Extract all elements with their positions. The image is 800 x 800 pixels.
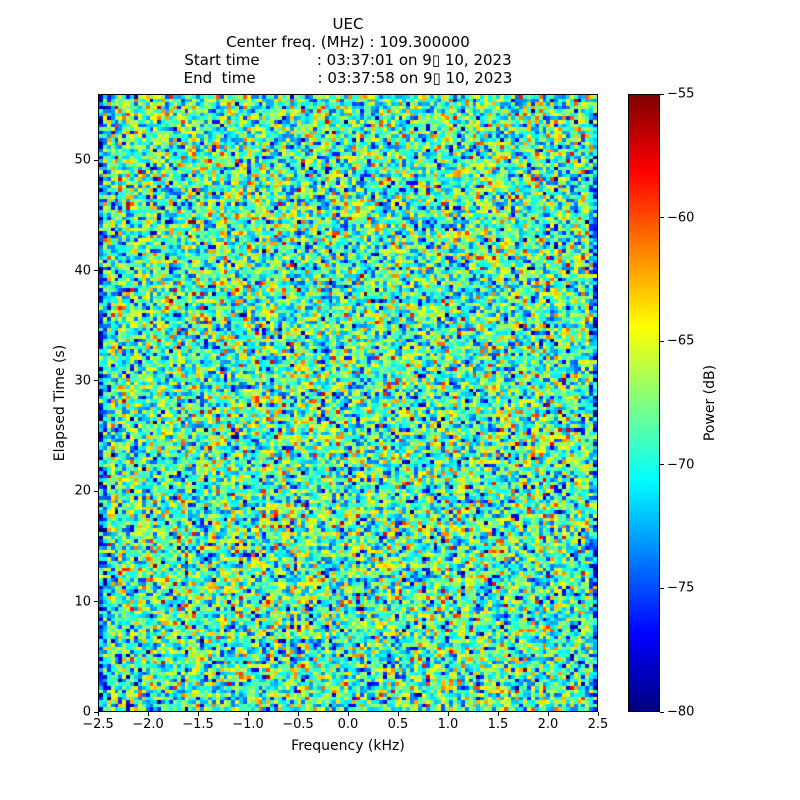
title-line-main: UEC — [332, 15, 364, 33]
y-tick-mark — [94, 601, 98, 603]
x-tick-mark — [97, 712, 99, 716]
colorbar-tick-mark — [660, 587, 664, 589]
colorbar-tick-label: −70 — [667, 457, 695, 473]
y-tick-label: 20 — [74, 483, 91, 499]
x-tick-label: −2.0 — [132, 717, 164, 732]
x-axis-label: Frequency (kHz) — [291, 738, 405, 754]
x-tick-mark — [447, 712, 449, 716]
chart-title: UEC Center freq. (MHz) : 109.300000 Star… — [98, 15, 598, 87]
y-tick-label: 40 — [74, 263, 91, 279]
x-tick-label: 2.0 — [537, 717, 559, 732]
colorbar-tick-mark — [660, 711, 664, 713]
title-line-end-time: End time : 03:37:58 on 9▯ 10, 2023 — [183, 69, 513, 87]
y-tick-mark — [94, 490, 98, 492]
x-tick-label: 0.0 — [337, 717, 359, 732]
y-tick-mark — [94, 380, 98, 382]
x-tick-label: 1.0 — [437, 717, 459, 732]
title-line-start-time: Start time : 03:37:01 on 9▯ 10, 2023 — [184, 51, 512, 69]
y-tick-mark — [94, 270, 98, 272]
y-tick-label: 30 — [74, 373, 91, 389]
x-tick-mark — [347, 712, 349, 716]
x-tick-mark — [297, 712, 299, 716]
colorbar-gradient — [628, 94, 660, 712]
x-tick-mark — [397, 712, 399, 716]
colorbar-tick-label: −75 — [667, 580, 695, 596]
x-tick-label: −1.5 — [182, 717, 214, 732]
colorbar-tick-label: −80 — [667, 704, 695, 720]
plot-area — [98, 94, 598, 712]
y-tick-mark — [94, 711, 98, 713]
colorbar-label: Power (dB) — [702, 364, 718, 442]
x-tick-mark — [597, 712, 599, 716]
x-tick-mark — [547, 712, 549, 716]
x-tick-label: −1.0 — [232, 717, 264, 732]
spectrogram-canvas — [99, 95, 597, 711]
colorbar-tick-mark — [660, 217, 664, 219]
colorbar-tick-mark — [660, 93, 664, 95]
x-tick-mark — [147, 712, 149, 716]
x-tick-label: 2.5 — [587, 717, 609, 732]
x-tick-mark — [497, 712, 499, 716]
x-tick-label: −0.5 — [282, 717, 314, 732]
title-line-center-freq: Center freq. (MHz) : 109.300000 — [226, 33, 470, 51]
colorbar-tick-label: −65 — [667, 333, 695, 349]
x-tick-mark — [197, 712, 199, 716]
colorbar-tick-label: −55 — [667, 86, 695, 102]
colorbar-tick-mark — [660, 464, 664, 466]
colorbar-tick-mark — [660, 340, 664, 342]
colorbar-tick-label: −60 — [667, 210, 695, 226]
y-tick-mark — [94, 159, 98, 161]
x-tick-label: 0.5 — [387, 717, 409, 732]
x-tick-label: −2.5 — [82, 717, 114, 732]
y-tick-label: 50 — [74, 152, 91, 168]
y-axis-label: Elapsed Time (s) — [52, 344, 68, 462]
x-tick-mark — [247, 712, 249, 716]
y-tick-label: 0 — [82, 704, 91, 720]
y-tick-label: 10 — [74, 594, 91, 610]
x-tick-label: 1.5 — [487, 717, 509, 732]
